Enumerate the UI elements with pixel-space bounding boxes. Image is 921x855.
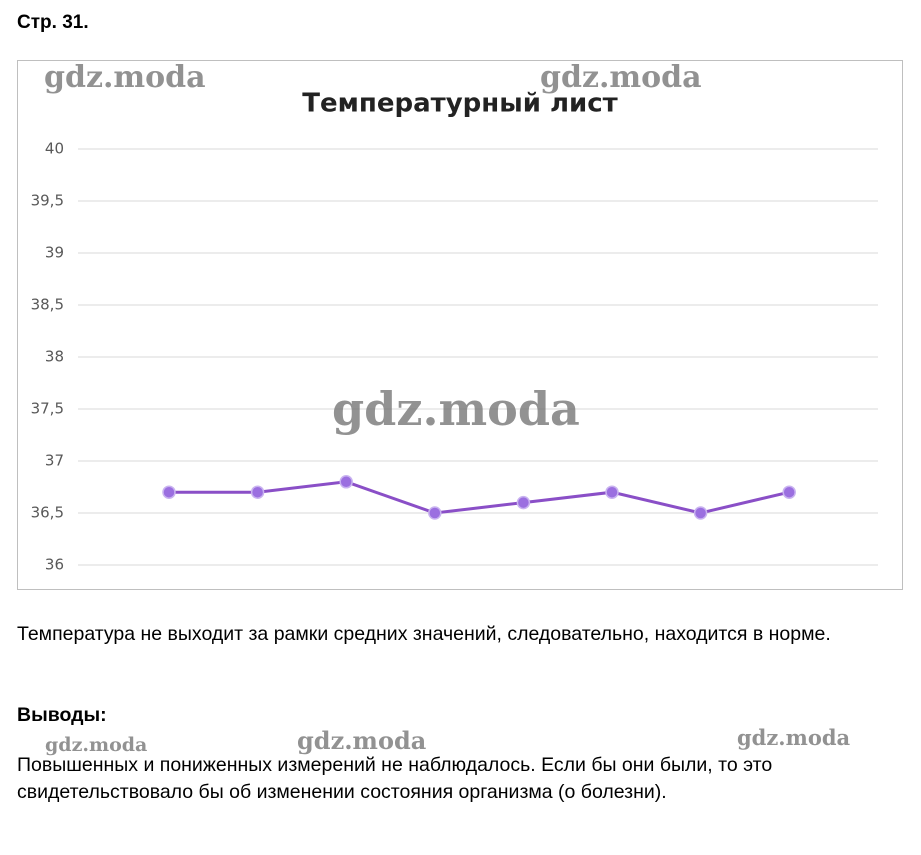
y-tick-label: 39,5 [31,192,64,210]
page-header: Стр. 31. [17,12,89,33]
marker [693,506,708,520]
marker [516,495,531,510]
marker [339,475,353,489]
marker [428,506,442,520]
chart-title: Температурный лист [302,89,618,119]
watermark: gdz.moda [540,60,702,95]
y-tick-label: 38,5 [31,296,64,314]
chart-frame [17,60,903,590]
watermark: gdz.moda [737,725,851,750]
y-tick-label: 39 [45,244,64,262]
watermark: gdz.moda [45,734,148,756]
marker [605,485,619,499]
y-tick-label: 40 [45,140,64,158]
paragraph: Температура не выходит за рамки средних … [17,623,831,645]
y-tick-label: 37,5 [31,400,64,418]
paragraph: Повышенных и пониженных измерений не наб… [17,754,773,803]
section-title: Выводы: [17,704,107,726]
watermark: gdz.moda [332,382,580,436]
y-tick-label: 38 [45,348,64,366]
marker [250,485,265,499]
watermark: gdz.moda [44,60,206,95]
watermark: gdz.moda [297,726,427,755]
marker [782,485,796,499]
chart: Температурный лист 36 36,5 37 37,5 38 38,5 39 3… [31,89,878,574]
marker [162,485,176,499]
y-tick-label: 37 [45,452,64,470]
y-tick-label: 36,5 [31,504,64,522]
y-tick-label: 36 [45,556,64,574]
line [169,480,790,515]
